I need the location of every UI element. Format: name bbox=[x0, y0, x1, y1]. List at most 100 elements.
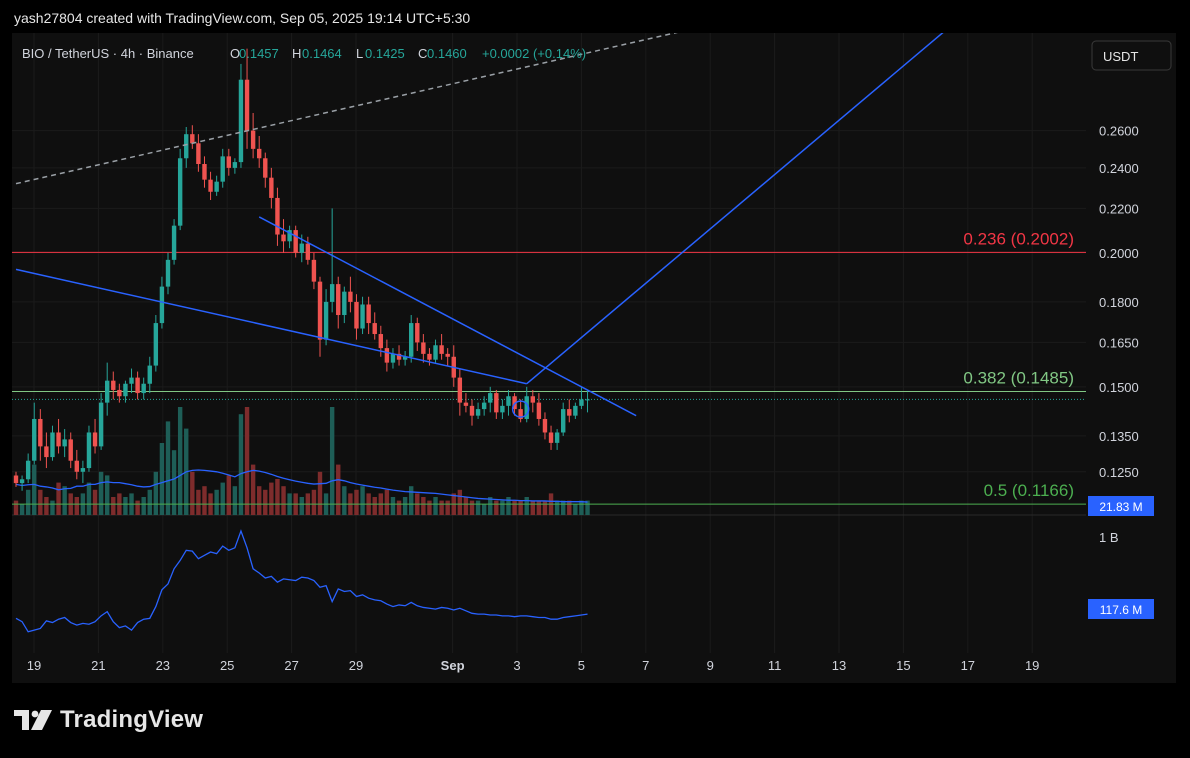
volume-bar bbox=[281, 486, 286, 515]
candle-body bbox=[488, 393, 493, 403]
footer-brand[interactable]: TradingView bbox=[14, 706, 203, 734]
high-label: H bbox=[292, 46, 301, 61]
candle-body bbox=[74, 460, 79, 472]
volume-bar bbox=[196, 489, 201, 515]
fib-label: 0.5 (0.1166) bbox=[984, 481, 1074, 500]
candle-body bbox=[68, 439, 73, 461]
volume-bar bbox=[232, 486, 238, 515]
candle-body bbox=[80, 468, 86, 472]
candle-body bbox=[165, 259, 171, 287]
price-tick-label: 0.1250 bbox=[1099, 465, 1139, 480]
volume-bar bbox=[220, 482, 225, 515]
candle-body bbox=[159, 286, 165, 324]
candle-body bbox=[536, 402, 542, 419]
volume-bar bbox=[56, 482, 61, 515]
volume-indicator-pane bbox=[15, 529, 588, 633]
candle-body bbox=[250, 130, 256, 149]
candle-body bbox=[427, 353, 432, 360]
symbol-name[interactable]: BIO / TetherUS · 4h · Binance bbox=[22, 46, 194, 61]
candle-body bbox=[50, 432, 55, 458]
volume-bar bbox=[542, 500, 548, 515]
candle-body bbox=[439, 345, 444, 354]
chart-canvas[interactable]: 0.236 (0.2002) 0.382 (0.1485) 0.5 (0.1166)… bbox=[12, 33, 1176, 683]
time-tick-label: 7 bbox=[642, 658, 649, 673]
volume-bar bbox=[475, 500, 481, 515]
fib-levels: 0.236 (0.2002) 0.382 (0.1485) 0.5 (0.1166) bbox=[12, 229, 1086, 505]
candle-body bbox=[171, 225, 177, 260]
price-axis: 0.2600 0.2400 0.2200 0.2000 0.1800 0.1650 0.15… bbox=[1088, 124, 1154, 619]
price-tick-label: 0.2000 bbox=[1099, 246, 1139, 261]
candle-body bbox=[153, 323, 159, 366]
volume-bar bbox=[38, 489, 43, 515]
candle-body bbox=[117, 389, 122, 397]
volume-bar bbox=[567, 500, 572, 515]
volume-bar bbox=[518, 500, 523, 515]
candle-body bbox=[567, 409, 572, 416]
candle-body bbox=[32, 418, 37, 461]
currency-button[interactable]: USDT bbox=[1091, 40, 1172, 71]
volume-bar bbox=[396, 500, 402, 515]
volume-bar bbox=[92, 489, 98, 515]
candle-body bbox=[105, 380, 110, 403]
volume-bar bbox=[409, 486, 414, 515]
candle-body bbox=[281, 234, 286, 242]
time-tick-label: 15 bbox=[896, 658, 910, 673]
time-tick-label: 9 bbox=[707, 658, 714, 673]
candle-body bbox=[141, 383, 146, 394]
volume-bar bbox=[269, 482, 274, 515]
candle-body bbox=[323, 301, 329, 340]
trendline-drawings[interactable] bbox=[15, 33, 958, 418]
candle-body bbox=[232, 162, 238, 168]
candle-body bbox=[263, 158, 268, 178]
volume-bar bbox=[50, 500, 55, 515]
volume-bar bbox=[530, 500, 535, 515]
candle-body bbox=[329, 284, 335, 302]
volume-bar bbox=[244, 407, 250, 515]
candle-body bbox=[396, 353, 402, 360]
volume-bar bbox=[372, 497, 377, 515]
volume-badge bbox=[1088, 496, 1154, 516]
volume-bar bbox=[512, 500, 517, 515]
time-tick-label: 19 bbox=[1025, 658, 1039, 673]
candle-body bbox=[518, 409, 523, 419]
volume-bar bbox=[585, 500, 590, 515]
volume-bar bbox=[44, 497, 49, 515]
fib-label: 0.382 (0.1485) bbox=[963, 369, 1074, 388]
open-label: O bbox=[230, 46, 240, 61]
candle-body bbox=[184, 134, 189, 159]
volume-bar bbox=[390, 497, 396, 515]
candle-body bbox=[238, 79, 244, 163]
volume-bar bbox=[506, 497, 511, 515]
volume-bar bbox=[469, 500, 475, 515]
candle-body bbox=[25, 460, 31, 480]
price-tick-label: 0.1500 bbox=[1099, 380, 1139, 395]
candle-body bbox=[494, 393, 499, 413]
candle-body bbox=[220, 156, 225, 182]
volume-bar bbox=[171, 450, 177, 515]
volume-bar bbox=[159, 443, 165, 515]
chart-panel[interactable]: 0.236 (0.2002) 0.382 (0.1485) 0.5 (0.1166)… bbox=[12, 33, 1176, 683]
volume-bar bbox=[463, 497, 469, 515]
volume-bar bbox=[342, 486, 347, 515]
indicator-badge-label: 117.6 M bbox=[1100, 603, 1142, 617]
candle-body bbox=[299, 243, 304, 253]
candle-body bbox=[275, 197, 280, 235]
volume-bar bbox=[360, 486, 365, 515]
high-value: 0.1464 bbox=[302, 46, 342, 61]
price-tick-label: 0.2400 bbox=[1099, 161, 1139, 176]
volume-bar bbox=[433, 497, 438, 515]
volume-bar bbox=[226, 475, 231, 515]
volume-bar bbox=[190, 471, 195, 515]
volume-bar bbox=[494, 500, 499, 515]
candle-body bbox=[190, 134, 195, 144]
volume-bar bbox=[177, 407, 183, 515]
candle-body bbox=[548, 432, 554, 443]
candle-body bbox=[378, 334, 383, 349]
low-label: L bbox=[356, 46, 363, 61]
volume-bar bbox=[524, 497, 529, 515]
candle-body bbox=[317, 281, 323, 340]
volume-bar bbox=[202, 486, 207, 515]
time-tick-label: 25 bbox=[220, 658, 234, 673]
currency-button-label[interactable]: USDT bbox=[1103, 49, 1138, 64]
candle-body bbox=[214, 181, 219, 192]
